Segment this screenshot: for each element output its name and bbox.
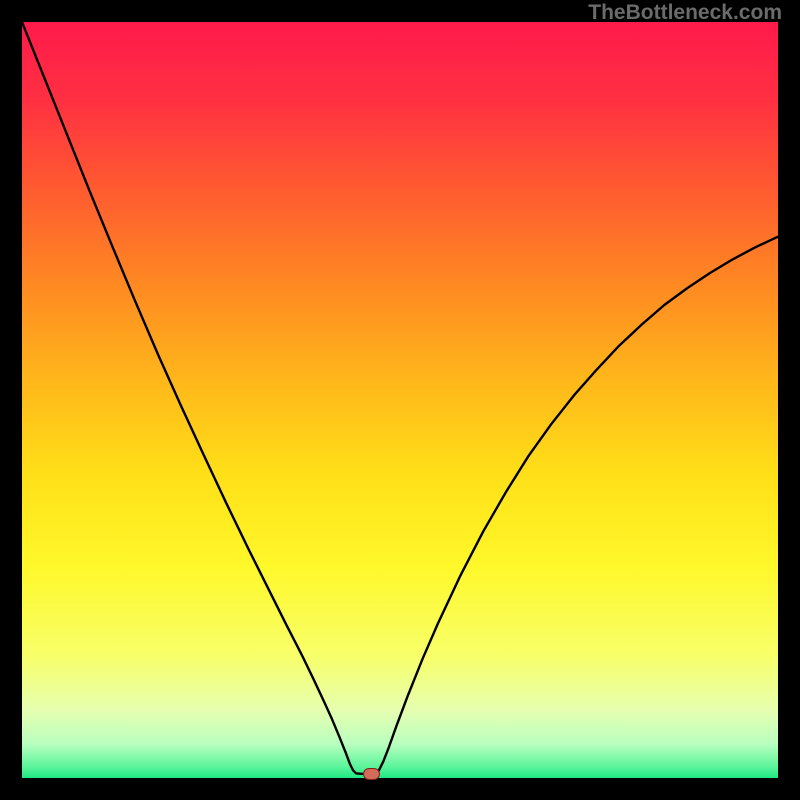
bottleneck-curve bbox=[22, 22, 778, 778]
optimum-marker bbox=[363, 768, 380, 780]
watermark-text: TheBottleneck.com bbox=[588, 1, 782, 25]
curve-path bbox=[22, 22, 778, 774]
chart-frame: TheBottleneck.com bbox=[0, 0, 800, 800]
plot-area bbox=[22, 22, 778, 778]
